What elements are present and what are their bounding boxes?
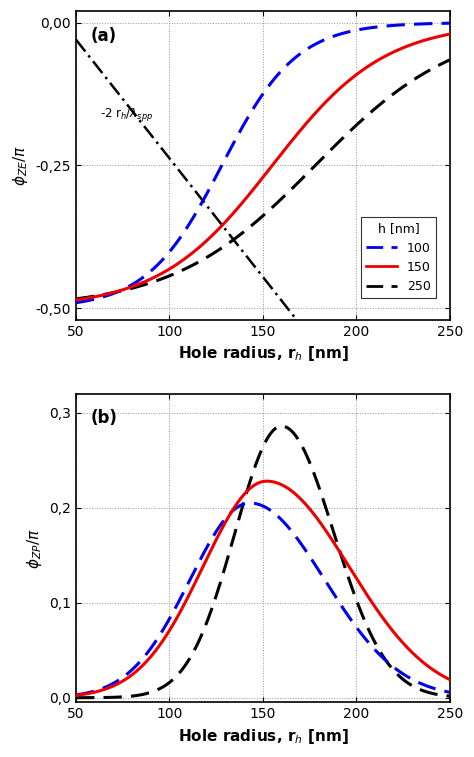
Text: (b): (b) xyxy=(91,410,118,427)
X-axis label: Hole radius, r$_{h}$ [nm]: Hole radius, r$_{h}$ [nm] xyxy=(178,727,348,746)
Y-axis label: $\phi_{ZP}/\pi$: $\phi_{ZP}/\pi$ xyxy=(25,528,44,569)
Y-axis label: $\phi_{ZE}/\pi$: $\phi_{ZE}/\pi$ xyxy=(11,145,30,186)
Text: (a): (a) xyxy=(91,26,117,45)
X-axis label: Hole radius, r$_{h}$ [nm]: Hole radius, r$_{h}$ [nm] xyxy=(178,344,348,363)
Legend: 100, 150, 250: 100, 150, 250 xyxy=(361,217,436,298)
Text: -2 r$_{h}$/$\lambda_{spp}$: -2 r$_{h}$/$\lambda_{spp}$ xyxy=(100,105,154,123)
